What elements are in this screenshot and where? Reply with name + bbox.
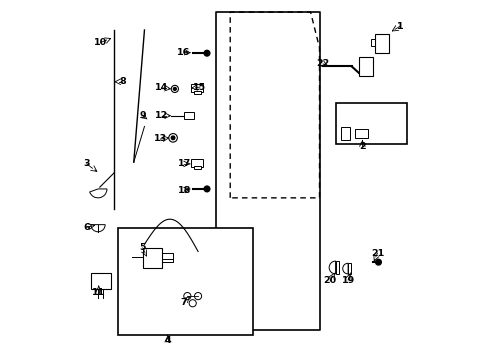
Text: 21: 21	[370, 249, 383, 258]
Circle shape	[171, 136, 175, 140]
Text: 6: 6	[83, 222, 90, 231]
Bar	[190, 158, 203, 167]
Text: 12: 12	[155, 111, 168, 120]
Text: 22: 22	[316, 59, 329, 68]
Bar	[335, 261, 339, 274]
Text: 2: 2	[358, 141, 365, 150]
Bar	[347, 263, 350, 274]
Text: 17: 17	[178, 159, 191, 168]
Text: 9: 9	[139, 111, 146, 120]
Text: 10: 10	[94, 38, 107, 47]
Bar	[370, 39, 374, 46]
Text: 5: 5	[139, 243, 145, 252]
Text: 4: 4	[164, 336, 171, 345]
Text: 13: 13	[154, 134, 167, 143]
Text: 19: 19	[341, 275, 354, 284]
Text: 11: 11	[92, 288, 105, 297]
Circle shape	[173, 87, 176, 90]
Text: 1: 1	[396, 22, 403, 31]
Bar	[340, 127, 349, 140]
Text: 15: 15	[193, 83, 206, 92]
Bar	[91, 273, 110, 289]
Bar	[190, 84, 203, 93]
Circle shape	[203, 50, 209, 56]
Text: 8: 8	[119, 77, 125, 86]
Bar	[118, 228, 253, 336]
Bar	[183, 112, 194, 119]
Text: 18: 18	[178, 185, 191, 194]
Bar	[335, 103, 406, 144]
Bar	[358, 57, 372, 76]
Text: 16: 16	[177, 48, 190, 57]
Bar	[354, 129, 367, 138]
Text: 20: 20	[323, 276, 336, 285]
Bar	[193, 91, 201, 94]
Circle shape	[203, 186, 209, 192]
Bar	[374, 33, 388, 53]
Text: 7: 7	[180, 298, 187, 307]
Bar	[142, 248, 162, 267]
Text: 3: 3	[83, 159, 90, 168]
Bar	[193, 166, 201, 169]
Text: 14: 14	[155, 83, 168, 92]
Circle shape	[375, 259, 381, 265]
